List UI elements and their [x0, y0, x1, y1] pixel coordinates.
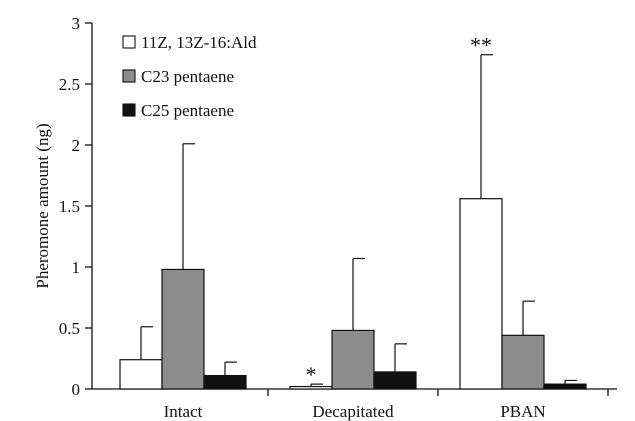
- y-tick-label: 1: [72, 258, 81, 277]
- legend-swatch: [122, 69, 136, 83]
- bars: ***: [119, 33, 587, 390]
- bar: [161, 268, 205, 390]
- x-tick-label: Decapitated: [312, 402, 394, 421]
- significance-marker: **: [470, 33, 492, 58]
- y-tick-label: 0.5: [59, 319, 80, 338]
- x-tick-label: PBAN: [500, 402, 545, 421]
- bar: [119, 359, 163, 390]
- significance-marker: *: [306, 362, 317, 387]
- y-tick-label: 2: [72, 136, 81, 155]
- bar: [459, 198, 503, 390]
- bar: [373, 371, 417, 390]
- legend-swatch: [122, 35, 136, 49]
- x-tick-label: Intact: [164, 402, 203, 421]
- legend: 11Z, 13Z-16:Ald C23 pentaene C25 pentaene: [122, 33, 257, 120]
- legend-label: 11Z, 13Z-16:Ald: [141, 33, 257, 52]
- y-tick-label: 1.5: [59, 197, 80, 216]
- y-tick-label: 3: [72, 14, 81, 33]
- y-ticks: 0 0.5 1 1.5 2 2.5 3: [59, 14, 92, 399]
- bar: [203, 374, 247, 390]
- y-axis-title: Pheromone amount (ng): [33, 123, 52, 288]
- bar: [501, 334, 545, 390]
- y-tick-label: 0: [72, 380, 81, 399]
- bar: [331, 329, 375, 390]
- legend-label: C25 pentaene: [141, 101, 234, 120]
- legend-label: C23 pentaene: [141, 67, 234, 86]
- legend-swatch: [122, 103, 136, 117]
- y-tick-label: 2.5: [59, 75, 80, 94]
- bar: [543, 383, 587, 390]
- x-ticks: Intact Decapitated PBAN: [164, 389, 609, 421]
